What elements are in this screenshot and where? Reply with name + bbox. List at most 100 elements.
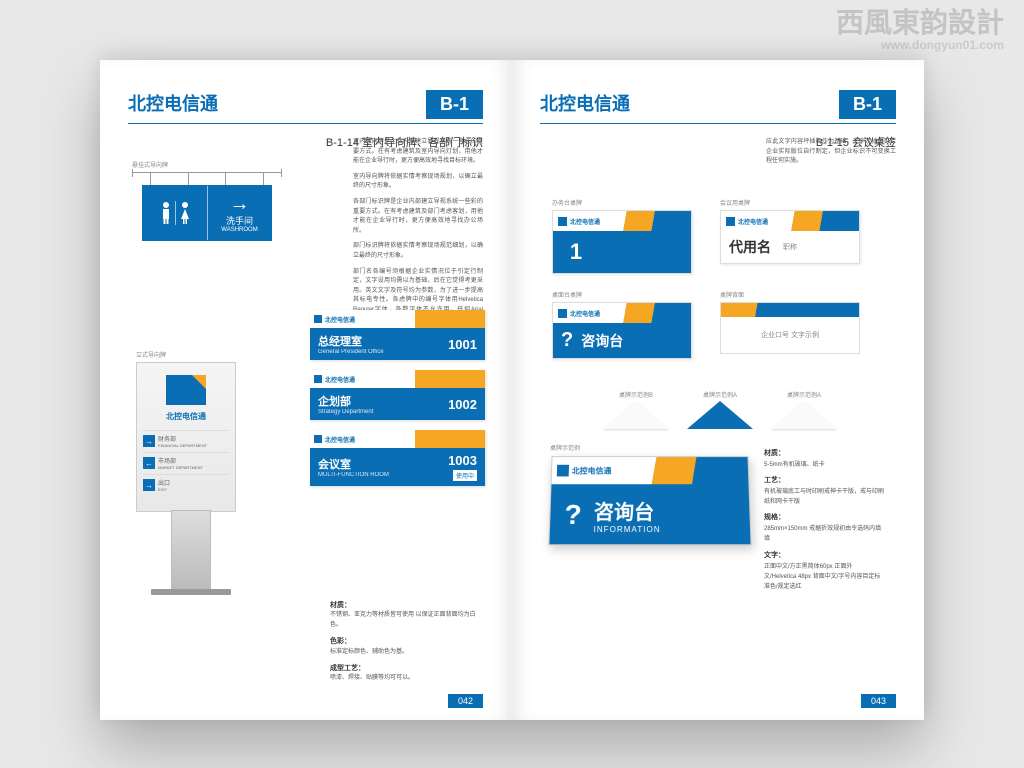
pylon-row-1: → 财务部 FINANCIAL DEPARTMENT	[143, 430, 229, 448]
dept-sign-2: 北控电信通 企划部 Strategy Department 1002	[310, 370, 485, 420]
arrow-icon: →	[143, 479, 155, 491]
question-icon: ?	[564, 499, 582, 531]
triangle-icon	[771, 401, 837, 429]
mini-logo-icon	[557, 465, 569, 477]
tent-small-3: 桌牌示范例A	[769, 390, 839, 429]
pylon-brand: 北控电信通	[143, 411, 229, 422]
card-4: 桌牌背面 企业口号 文字示例	[720, 290, 860, 359]
spec-text: 材质： 5-5mm有机玻璃、纸卡 工艺： 有机玻璃底工与时印刷戒神卡干版，戒与印…	[764, 443, 884, 592]
dc-top: 北控电信通	[553, 211, 691, 231]
washroom-arrow-side: → 洗手间 WASHROOM	[207, 186, 271, 240]
spec-p1: 有机玻璃底工与时印刷戒神卡干版，戒与印刷纸和网卡干版	[764, 487, 884, 507]
dept1-cn: 总经理室	[318, 333, 384, 349]
pylon-foot	[151, 589, 231, 595]
card-row-1: 办务台桌牌 北控电信通 1 会议用桌牌 北控电信通 代用名 职称	[552, 198, 860, 274]
pylon-row1-en: FINANCIAL DEPARTMENT	[158, 443, 207, 448]
triangle-icon	[687, 401, 753, 429]
page-right: 北控电信通 B-1 B-1-15 会议桌签 应此文字内容坪插构作为基础，文字及插…	[512, 60, 924, 720]
pylon-row-3: → 出口 EXIT	[143, 474, 229, 492]
mini-logo-icon	[314, 375, 322, 383]
dc-body: 代用名 职称	[721, 231, 859, 263]
pylon-board: 北控电信通 → 财务部 FINANCIAL DEPARTMENT ← 市场部 M…	[136, 362, 236, 512]
body-paragraphs: 室内导向牌是企业内部建立导视系统一些必的重要方式。在有考虑建筑及室内导向灯划，用…	[353, 138, 483, 331]
divider-icon	[175, 201, 176, 225]
dept-sign-1: 北控电信通 总经理室 General President Office 1001	[310, 310, 485, 360]
question-icon: ?	[561, 329, 573, 352]
dept-top: 北控电信通	[310, 370, 485, 388]
spec-h0: 材质：	[764, 448, 884, 460]
arrow-icon: →	[143, 435, 155, 447]
dept3-cn: 会议室	[318, 456, 389, 472]
dept-top: 北控电信通	[310, 310, 485, 328]
pylon-logo-icon	[166, 375, 206, 405]
pylon-row-2: ← 市场部 MARKET DEPARTMENT	[143, 452, 229, 470]
mat-h1: 材质：	[330, 600, 485, 611]
dept2-num: 1002	[448, 397, 477, 412]
para-3: 各部门标识牌是企业内部建立导视系统一些彩的重要方式。在有考虑建筑及部门考虑客划，…	[353, 198, 483, 236]
washroom-en: WASHROOM	[221, 227, 257, 233]
spec-p2: 285mm×150mm 戒据折效规初由令选码内填填	[764, 524, 884, 544]
material-text: 材质： 不锈钢、亚克力等材质皆可使用 以保证正面背面均为白色。 色彩： 标准定标…	[330, 594, 485, 684]
dc-top: 北控电信通	[553, 303, 691, 323]
mini-logo-icon	[314, 435, 322, 443]
page-number-left: 042	[448, 694, 483, 708]
dept-logo-text: 北控电信通	[325, 435, 355, 444]
dept-logo-text: 北控电信通	[325, 375, 355, 384]
para-1: 室内导向牌是企业内部建立导视系统一些必的重要方式。在有考虑建筑及室内导向灯划，用…	[353, 138, 483, 167]
watermark-main: 西風東韵設計	[836, 8, 1004, 39]
brand-title-right: 北控电信通	[540, 90, 630, 116]
tent-info-en: INFORMATION	[593, 525, 660, 534]
dept-body: 企划部 Strategy Department 1002	[310, 388, 485, 420]
arrow-right-icon: →	[230, 194, 250, 214]
card-logo-text: 北控电信通	[570, 309, 600, 318]
male-icon	[159, 201, 173, 225]
mini-logo-icon	[314, 315, 322, 323]
rail	[132, 172, 282, 173]
arrow-icon: ←	[143, 457, 155, 469]
mat-h3: 成型工艺：	[330, 663, 485, 674]
dept3-num: 1003	[448, 453, 477, 468]
para-4: 部门标识牌将依据实情考察现场规范细划，以确立最终的尺寸形象。	[353, 242, 483, 261]
card-logo-text: 北控电信通	[570, 217, 600, 226]
pylon-base	[171, 510, 211, 590]
pylon-row2-en: MARKET DEPARTMENT	[158, 465, 203, 470]
pylon-row2-cn: 市场部	[158, 456, 203, 465]
dept-sign-3: 北控电信通 会议室 MULTI-FUNCTION ROOM 1003 使用中	[310, 430, 485, 486]
card-backside: 企业口号 文字示例	[720, 302, 860, 354]
dept-body: 会议室 MULTI-FUNCTION ROOM 1003 使用中	[310, 448, 485, 486]
page-left: 北控电信通 B-1 B-1-14 室内导向牌、各部门标识 室内导向牌是企业内部建…	[100, 60, 512, 720]
brand-title-left: 北控电信通	[128, 90, 218, 116]
spec-p0: 5-5mm有机玻璃、纸卡	[764, 460, 884, 470]
triangle-icon	[603, 401, 669, 429]
mini-logo-icon	[726, 217, 735, 226]
female-icon	[178, 201, 192, 225]
washroom-cn: 洗手间	[226, 214, 253, 227]
pylon-row1-cn: 财务部	[158, 434, 207, 443]
tent-area: 桌牌示范例B 桌牌示范例A 桌牌示范例A 桌牌示范例 北控电	[550, 390, 890, 592]
stripe	[721, 303, 859, 317]
card1-label: 办务台桌牌	[552, 198, 692, 207]
mat-p3: 喷漆、焊接、贴膜等均可可以。	[330, 674, 485, 684]
card-logo-text: 北控电信通	[738, 217, 768, 226]
right-desc: 应此文字内容坪插构作为基础，文字及插图符合企业实际版位自行制定，但企业标识不可变…	[766, 138, 896, 167]
mat-p2: 标准定标颜色、辅助色为基。	[330, 648, 485, 658]
card-row-2: 桌面台桌牌 北控电信通 ? 咨询台 桌牌背面 企业口号 文字示例	[552, 290, 860, 359]
pylon-sign: 立式导向牌 北控电信通 → 财务部 FINANCIAL DEPARTMENT ←…	[136, 350, 246, 595]
tent3-label: 桌牌示范例A	[769, 390, 839, 399]
pylon-row3-en: EXIT	[158, 487, 170, 492]
section-code-right: B-1	[839, 90, 896, 119]
watermark: 西風東韵設計 www.dongyun01.com	[836, 8, 1004, 52]
dept-body: 总经理室 General President Office 1001	[310, 328, 485, 360]
tent-consult: 咨询台	[594, 496, 661, 525]
tent-body: ? 咨询台 INFORMATION	[549, 484, 750, 545]
dc-body: 1	[553, 231, 691, 273]
big-tent-label: 桌牌示范例	[550, 443, 750, 452]
dept1-num: 1001	[448, 337, 477, 352]
page-number-right: 043	[861, 694, 896, 708]
mini-logo-icon	[558, 309, 567, 318]
dept2-cn: 企划部	[318, 393, 373, 409]
dept1-en: General President Office	[318, 349, 384, 355]
mat-p1: 不锈钢、亚克力等材质皆可使用 以保证正面背面均为白色。	[330, 611, 485, 630]
dept3-tag: 使用中	[453, 470, 477, 481]
desk-card: 北控电信通 ? 咨询台	[552, 302, 692, 359]
